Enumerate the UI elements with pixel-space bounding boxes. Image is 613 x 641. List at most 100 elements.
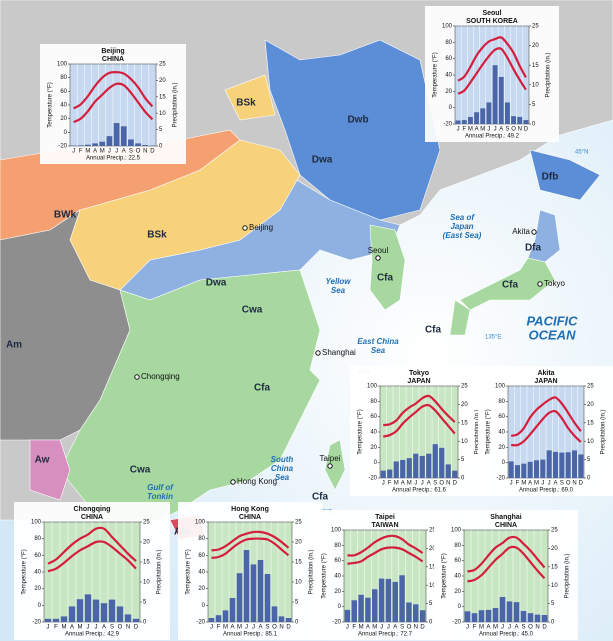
month-label: M: [372, 625, 377, 631]
precip-bar: [492, 65, 498, 124]
city-dot: [537, 281, 543, 287]
precip-bar: [77, 145, 84, 146]
temp-line: [467, 545, 546, 583]
month-label: J: [501, 625, 504, 631]
month-label: A: [475, 127, 479, 133]
chart-title: Hong Kong: [231, 506, 269, 513]
precip-bar: [344, 609, 351, 622]
month-label: S: [521, 625, 525, 631]
y-tick-label: -20: [443, 122, 452, 128]
y-tick-label: 60: [498, 414, 505, 420]
precip-bar: [439, 447, 445, 478]
precip-bar: [132, 618, 140, 622]
temp-line: [47, 526, 137, 565]
month-label: A: [102, 625, 106, 631]
month-label: F: [352, 625, 356, 631]
water-label: OCEAN: [529, 327, 577, 342]
zone-label: Dwa: [312, 155, 333, 166]
precip-bar: [413, 453, 419, 478]
precip-bar: [523, 120, 529, 124]
city-dot: [531, 229, 537, 235]
temp-line: [211, 530, 290, 552]
y2-tick-label: 10: [551, 583, 558, 589]
y2-tick-label: 0: [551, 620, 555, 626]
month-label: S: [400, 625, 404, 631]
y-tick-label: -20: [196, 620, 205, 626]
precip-bar: [285, 618, 292, 622]
month-label: D: [286, 625, 291, 631]
y-tick-label: 100: [495, 384, 506, 390]
precip-bar: [485, 609, 492, 622]
precip-bar: [467, 116, 473, 124]
temp-axis-label: Temperature (°F): [22, 549, 28, 594]
water-label: Gulf of: [147, 483, 174, 492]
y2-tick-label: 20: [532, 43, 539, 49]
y-tick-label: -20: [32, 620, 41, 626]
precip-bar: [426, 453, 432, 478]
precip-bar: [208, 618, 215, 622]
precip-bar: [432, 444, 438, 478]
month-label: A: [230, 625, 234, 631]
month-label: F: [54, 625, 58, 631]
water-label: South: [271, 455, 294, 464]
month-label: D: [542, 625, 547, 631]
y-tick-label: 100: [442, 24, 453, 30]
y2-tick-label: 5: [429, 601, 433, 607]
temp-line: [73, 71, 154, 110]
zone-label: BWk: [54, 210, 77, 221]
y2-tick-label: 0: [295, 620, 299, 626]
y-tick-label: 40: [198, 570, 205, 576]
precip-bar: [236, 573, 243, 622]
precip-bar: [506, 601, 513, 622]
temp-line: [510, 396, 582, 437]
precip-bar: [68, 606, 76, 622]
precip-bar: [413, 604, 419, 622]
month-label: M: [85, 149, 90, 155]
month-label: N: [143, 149, 147, 155]
month-label: J: [457, 127, 460, 133]
y2-tick-label: 5: [143, 600, 147, 606]
precip-bar: [471, 613, 478, 622]
y-tick-label: 40: [60, 103, 67, 109]
y-tick-label: 20: [370, 445, 377, 451]
month-label: N: [518, 127, 522, 133]
chart-subtitle: SOUTH KOREA: [466, 18, 518, 25]
month-label: M: [237, 625, 242, 631]
temp-line: [211, 537, 290, 559]
precip-bar: [250, 564, 257, 622]
month-label: A: [258, 625, 262, 631]
y2-tick-label: 20: [143, 540, 150, 546]
y2-tick-label: 0: [159, 144, 163, 150]
y-tick-label: 60: [370, 414, 377, 420]
precip-bar: [511, 116, 517, 124]
y2-tick-label: 25: [532, 24, 539, 30]
month-label: O: [511, 127, 516, 133]
zone-label: Cfa: [377, 273, 394, 284]
y2-tick-label: 10: [429, 583, 436, 589]
month-label: S: [110, 625, 114, 631]
water-label: PACIFIC: [526, 313, 578, 328]
y-tick-label: -20: [58, 144, 67, 150]
precip-bar: [406, 458, 412, 478]
chart-subtitle: JAPAN: [407, 378, 430, 385]
y2-tick-label: 10: [587, 439, 594, 445]
zone-label: Aw: [35, 455, 50, 466]
precip-bar: [124, 614, 132, 622]
month-label: M: [468, 127, 473, 133]
precip-axis-label: Precipitation (in.): [546, 52, 552, 97]
precip-bar: [419, 610, 426, 622]
y2-tick-label: 20: [295, 540, 302, 546]
y2-tick-label: 5: [532, 102, 536, 108]
y-tick-label: -20: [496, 476, 505, 482]
month-label: A: [70, 625, 74, 631]
month-label: S: [433, 481, 437, 487]
y2-tick-label: 15: [587, 420, 594, 426]
precip-bar: [393, 461, 399, 478]
annual-precip: Annual Precip.: 45.0: [479, 632, 534, 638]
y2-tick-label: 5: [587, 457, 591, 463]
y-tick-label: 60: [198, 553, 205, 559]
city-label: Hong Kong: [237, 477, 277, 486]
precip-bar: [504, 102, 510, 124]
